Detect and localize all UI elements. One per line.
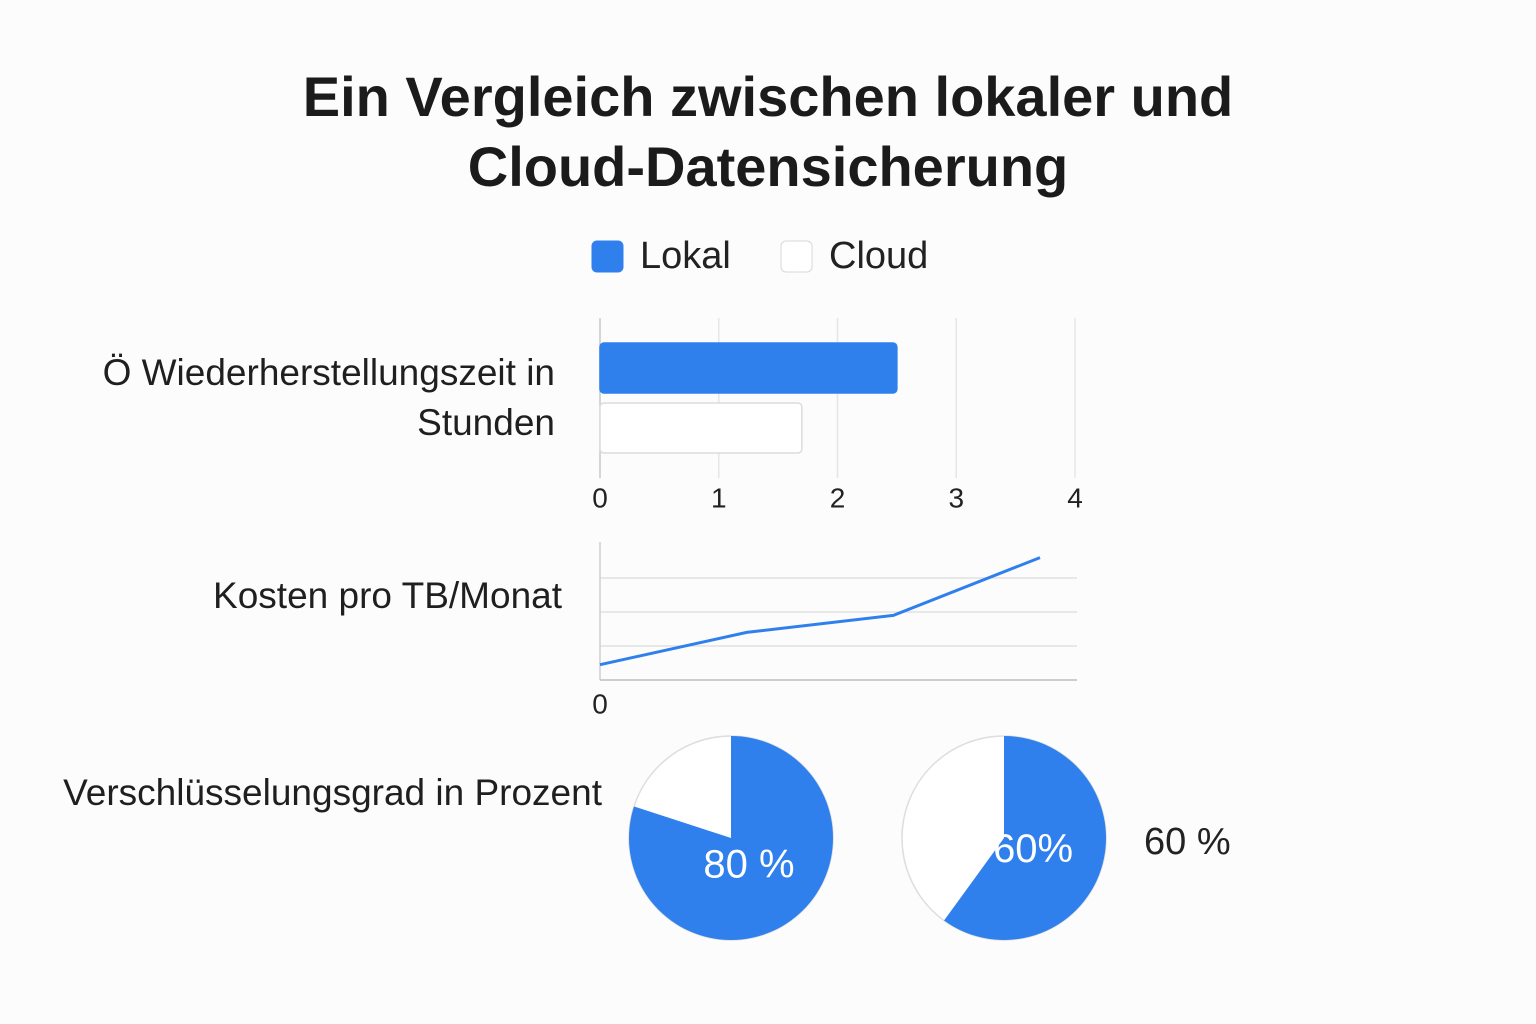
category-label: Ö Wiederherstellungszeit in Stunden xyxy=(102,352,555,443)
x-tick-label: 4 xyxy=(1067,482,1083,513)
pie-slice xyxy=(944,736,1106,940)
bar xyxy=(599,402,803,454)
pie-value-label: 60% xyxy=(993,827,1073,871)
category-label: Kosten pro TB/Monat xyxy=(213,575,562,616)
legend-swatch xyxy=(780,240,813,273)
category-label: Verschlüsselungsgrad in Prozent xyxy=(63,772,602,813)
page-title: Ein Vergleich zwischen lokaler und Cloud… xyxy=(302,65,1234,198)
legend-label: Lokal xyxy=(640,235,731,277)
x-tick-label: 3 xyxy=(948,482,964,513)
bar xyxy=(599,342,898,394)
legend-swatch xyxy=(591,240,624,273)
x-tick-label: 0 xyxy=(592,482,608,513)
pie-slice xyxy=(629,736,834,941)
x-tick-label: 2 xyxy=(830,482,846,513)
annotation: 60 % xyxy=(1144,821,1231,863)
legend-label: Cloud xyxy=(829,235,928,277)
y-tick-label: 0 xyxy=(592,688,608,719)
x-tick-label: 1 xyxy=(711,482,727,513)
pie-value-label: 80 % xyxy=(703,842,794,886)
line-series xyxy=(599,556,1041,667)
